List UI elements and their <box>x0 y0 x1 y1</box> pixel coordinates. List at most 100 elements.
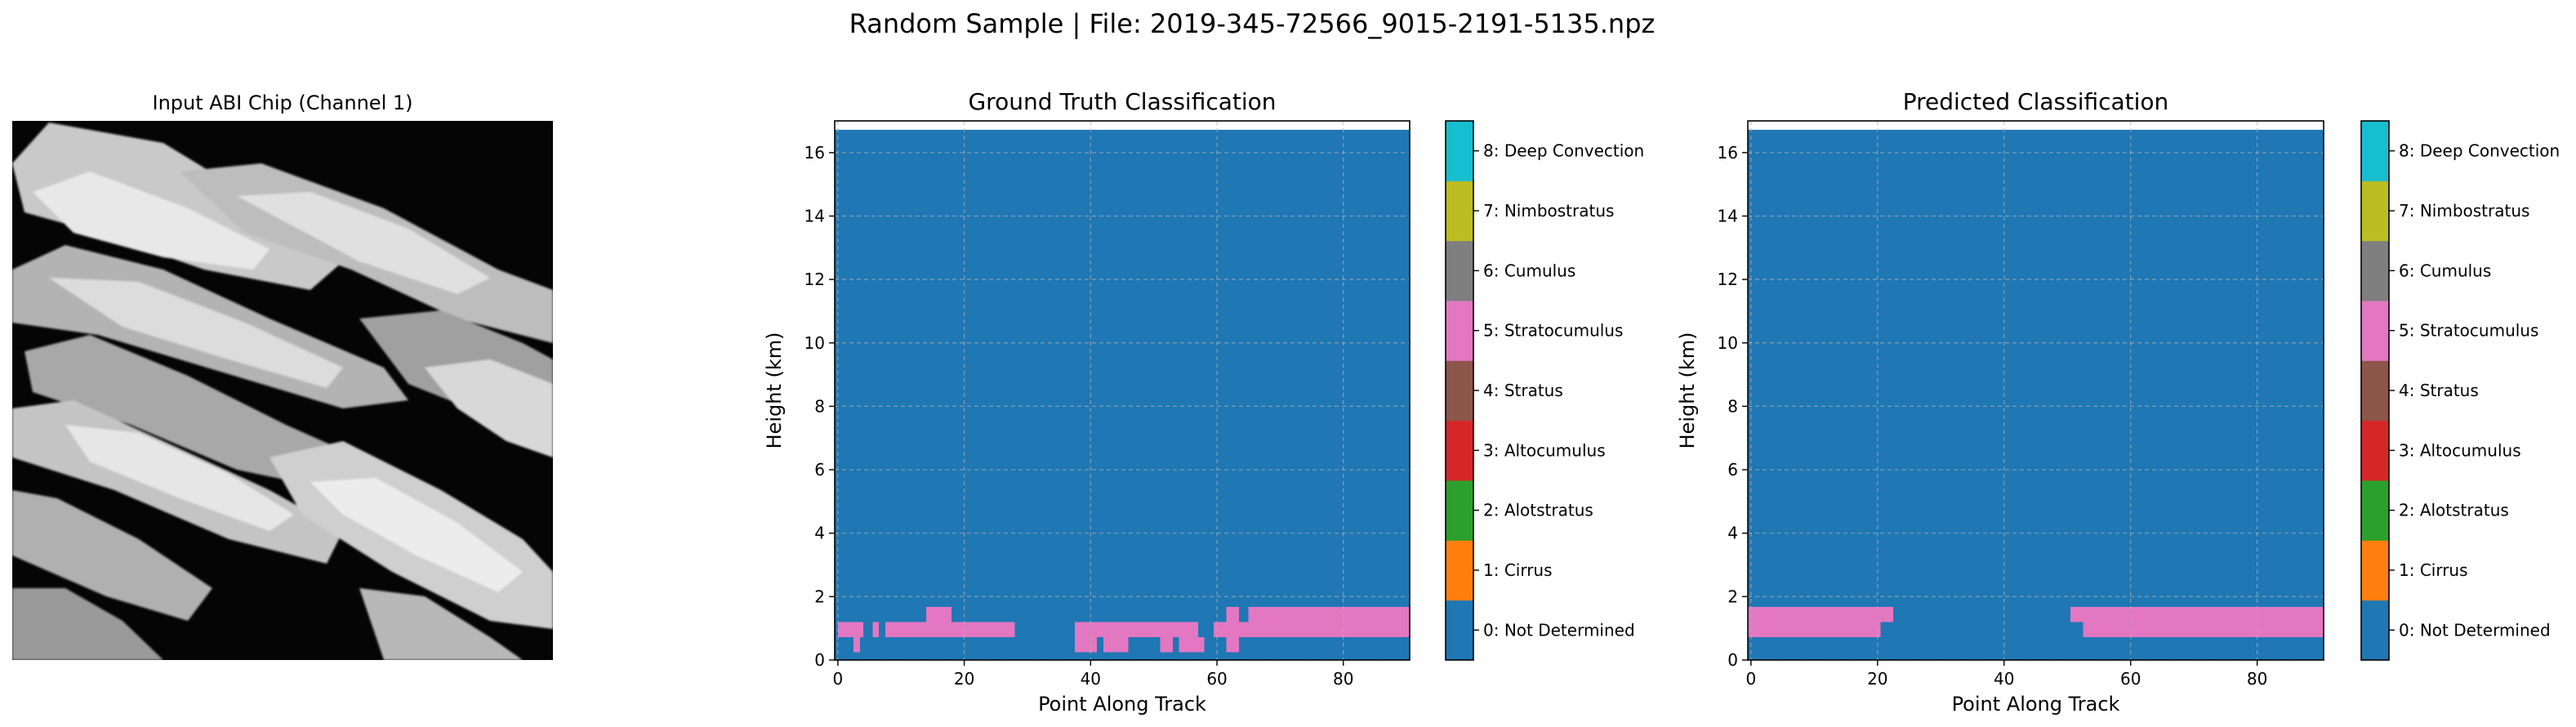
colorbar-frame <box>1445 120 1474 661</box>
colorbar-segment <box>1446 540 1473 601</box>
colorbar-label: 1: Cirrus <box>1483 560 1553 580</box>
colorbar-label: 4: Stratus <box>2399 381 2479 400</box>
colorbar-segment <box>1446 480 1473 541</box>
y-tick-label: 14 <box>804 206 825 225</box>
y-tick-label: 10 <box>1718 333 1738 353</box>
heatmap-cell <box>1074 637 1098 653</box>
y-tick-label: 8 <box>1727 396 1738 416</box>
colorbar-segment <box>2361 181 2389 242</box>
chart-title: Predicted Classification <box>1903 88 2169 115</box>
colorbar-label: 3: Altocumulus <box>2399 440 2521 460</box>
cloud-band <box>237 192 490 294</box>
colorbar-segment <box>2361 301 2389 361</box>
x-tick-label: 80 <box>2247 669 2267 689</box>
y-tick-label: 16 <box>1718 143 1738 163</box>
colorbar-segment <box>1446 301 1473 361</box>
heatmap-cell <box>1103 637 1129 653</box>
input-image-title: Input ABI Chip (Channel 1) <box>152 91 412 114</box>
heatmap-cell <box>1160 637 1173 653</box>
heatmap-cell <box>1074 622 1198 638</box>
y-tick-label: 14 <box>1718 206 1738 225</box>
input-image-panel: Input ABI Chip (Channel 1) <box>12 91 553 660</box>
colorbar-label: 7: Nimbostratus <box>2399 201 2529 221</box>
colorbar-label: 5: Stratocumulus <box>2399 321 2538 341</box>
cloud-band <box>359 588 523 660</box>
x-tick-label: 0 <box>833 669 844 689</box>
colorbar-segment <box>1446 181 1473 242</box>
prediction-panel: 0 20 40 60 80 0 2 4 6 8 10 12 14 16 Predicted Classifi… <box>1676 88 2324 716</box>
colorbar-label: 8: Deep Convection <box>1483 141 1644 161</box>
chart-title: Ground Truth Classification <box>968 88 1276 115</box>
y-tick-label: 8 <box>814 396 825 416</box>
heatmap-cell <box>872 622 880 638</box>
colorbar-label: 0: Not Determined <box>2399 620 2551 640</box>
y-axis-label: Height (km) <box>1676 332 1699 449</box>
cloud-band <box>65 425 294 531</box>
colorbar-label: 5: Stratocumulus <box>1483 321 1623 341</box>
colorbar-label: 3: Altocumulus <box>1483 440 1606 460</box>
x-tick-label: 60 <box>1206 669 1227 689</box>
heatmap-cell <box>885 622 1015 638</box>
y-tick-label: 16 <box>804 143 825 163</box>
cloud-band <box>49 278 343 388</box>
y-tick-label: 2 <box>1727 587 1738 606</box>
axes-frame <box>834 120 1411 661</box>
cloud-band <box>12 490 212 621</box>
heatmap-cell <box>1179 637 1205 653</box>
y-tick-label: 4 <box>1727 524 1738 543</box>
x-axis-label: Point Along Track <box>1952 693 2120 716</box>
ground-truth-panel: 0 20 40 60 80 0 2 4 6 8 10 12 14 16 Ground Truth Class… <box>763 88 1411 716</box>
colorbar-label: 0: Not Determined <box>1483 620 1635 640</box>
y-tick-label: 6 <box>814 460 825 479</box>
colorbar-label: 4: Stratus <box>1483 381 1563 400</box>
heatmap-cell <box>837 622 863 638</box>
y-tick-label: 12 <box>804 270 825 289</box>
x-axis-label: Point Along Track <box>1038 693 1206 716</box>
y-tick-label: 0 <box>1727 650 1738 670</box>
heatmap-cell <box>1748 606 1894 622</box>
colorbar-label: 6: Cumulus <box>1483 261 1575 280</box>
colorbar-segment <box>1446 600 1473 661</box>
x-tick-label: 20 <box>954 669 974 689</box>
colorbar-segment <box>2361 420 2389 481</box>
heatmap-background <box>835 129 1410 660</box>
cloud-band <box>33 172 270 270</box>
x-tick-label: 20 <box>1867 669 1887 689</box>
y-tick-label: 2 <box>814 587 825 606</box>
x-tick-label: 40 <box>1081 669 1101 689</box>
y-tick-label: 12 <box>1718 270 1738 289</box>
abi-chip-image <box>12 121 553 660</box>
colorbar-label: 7: Nimbostratus <box>1483 201 1614 221</box>
y-tick-label: 10 <box>804 333 825 353</box>
cloud-band <box>25 335 359 490</box>
ground-truth-colorbar: 0: Not Determined 1: Cirrus 2: Alotstratus… <box>1445 120 1644 661</box>
x-tick-label: 40 <box>1994 669 2014 689</box>
cloud-band <box>12 588 163 660</box>
heatmap-cell <box>2070 606 2324 622</box>
colorbar-segment <box>2361 480 2389 541</box>
x-tick-label: 60 <box>2120 669 2141 689</box>
heatmap-background <box>1748 129 2324 660</box>
colorbar-segment <box>2361 121 2389 181</box>
colorbar-label: 2: Alotstratus <box>1483 501 1593 520</box>
x-tick-label: 80 <box>1333 669 1353 689</box>
y-axis-label: Height (km) <box>763 332 786 449</box>
colorbar-label: 8: Deep Convection <box>2399 141 2560 161</box>
heatmap-cell <box>1748 622 1881 638</box>
colorbar-segment <box>2361 600 2389 661</box>
colorbar-segment <box>2361 360 2389 421</box>
x-tick-label: 0 <box>1746 669 1757 689</box>
cloud-band <box>310 478 523 592</box>
cloud-band <box>425 359 553 457</box>
y-tick-label: 0 <box>814 650 825 670</box>
heatmap-cell <box>926 606 952 622</box>
colorbar-segment <box>1446 121 1473 181</box>
y-tick-label: 4 <box>814 524 825 543</box>
colorbar-label: 6: Cumulus <box>2399 261 2491 280</box>
prediction-colorbar: 0: Not Determined 1: Cirrus 2: Alotstratus… <box>2360 120 2560 661</box>
colorbar-segment <box>1446 420 1473 481</box>
heatmap-cell <box>1226 637 1240 653</box>
heatmap-cell <box>853 637 860 653</box>
colorbar-segment <box>1446 360 1473 421</box>
